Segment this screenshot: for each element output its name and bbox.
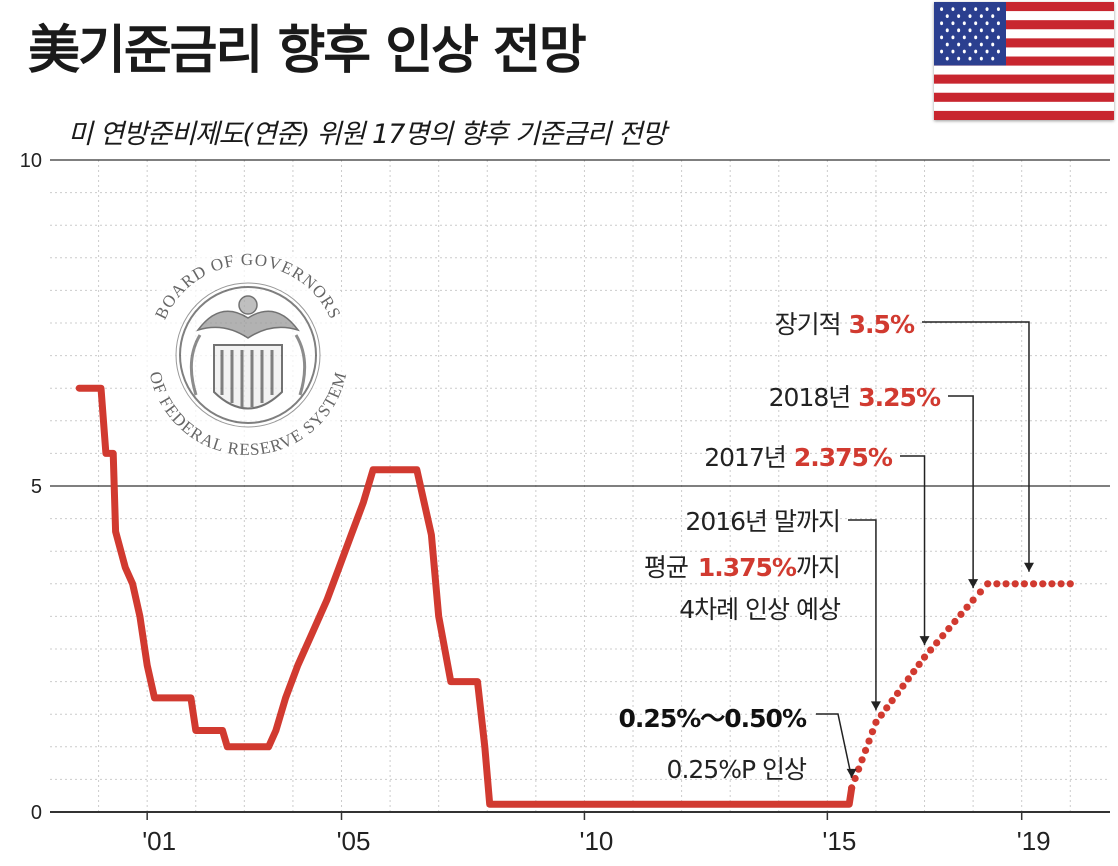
projection-dot xyxy=(868,728,877,736)
rate-history-line xyxy=(75,384,856,808)
projection-dot xyxy=(920,653,929,661)
projection-dot xyxy=(933,639,941,647)
us-flag-icon xyxy=(934,2,1114,120)
projection-dot xyxy=(969,596,977,604)
annotation-leaders xyxy=(816,321,1034,779)
annotation-2018-label: 2018년 xyxy=(769,383,851,412)
projection-dot xyxy=(848,784,856,792)
projection-dot xyxy=(1066,580,1074,588)
x-tick-label: '19 xyxy=(1017,826,1051,856)
x-tick-label: '10 xyxy=(579,826,613,856)
x-tick-label: '01 xyxy=(142,826,176,856)
projection-dot xyxy=(1029,580,1038,588)
projection-dot xyxy=(927,646,935,654)
annotation-first-hike-step: 0.25%P 인상 xyxy=(667,755,807,784)
annotation-2016-line3: 4차례 인상 예상 xyxy=(679,595,841,624)
annotation-2018-value: 3.25% xyxy=(858,383,941,412)
leader-longrun-arrowhead xyxy=(1023,562,1034,572)
projection-dot xyxy=(915,660,923,668)
projection-dot xyxy=(851,774,859,783)
leader-2017 xyxy=(900,455,926,646)
annotation-2016-line2: 평균 1.375%까지 xyxy=(644,553,840,582)
projection-dot xyxy=(872,718,880,726)
leader-first-hike xyxy=(816,713,853,779)
projection-dot xyxy=(899,682,907,690)
leader-2017-arrowhead xyxy=(919,636,930,646)
annotation-2017-label: 2017년 xyxy=(704,443,786,472)
projection-dot xyxy=(984,580,992,588)
y-tick-label-10: 10 xyxy=(20,150,42,172)
leader-2018-arrowhead xyxy=(968,579,979,589)
projection-dot xyxy=(861,746,870,755)
leader-longrun xyxy=(922,321,1030,572)
projection-dot xyxy=(993,580,1001,588)
projection-dot xyxy=(893,689,902,697)
y-tick-label-5: 5 xyxy=(31,476,42,498)
x-tick-label: '05 xyxy=(337,826,371,856)
chart-axes: 0 5 10 '01 '05 '10 '15 '19 xyxy=(20,150,1110,856)
projection-dot xyxy=(854,765,863,773)
projection-dot xyxy=(877,711,885,719)
annotation-2017-value: 2.375% xyxy=(794,443,893,472)
projection-dot xyxy=(1002,580,1010,588)
chart-series xyxy=(75,384,1074,808)
projection-dot xyxy=(951,617,959,626)
annotation-2016-line1: 2016년 말까지 xyxy=(685,507,840,536)
leader-first-hike-arrowhead xyxy=(846,768,857,778)
projection-dot xyxy=(1057,580,1065,588)
projection-dot xyxy=(888,697,896,705)
projection-dot xyxy=(1011,580,1019,588)
federal-reserve-seal-icon: BOARD OF GOVERNORS OF FEDERAL RESERVE SY… xyxy=(136,243,360,467)
page-title: 美기준금리 향후 인상 전망 xyxy=(28,21,587,81)
annotation-first-hike-range: 0.25%～0.50% xyxy=(619,704,807,733)
annotation-longrun-value: 3.5% xyxy=(849,310,915,339)
projection-dot xyxy=(910,668,918,676)
projection-dot xyxy=(957,610,965,618)
leader-2016-arrowhead xyxy=(870,701,881,711)
projection-dot xyxy=(883,704,891,712)
projection-dot xyxy=(1039,580,1047,588)
annotation-longrun: 장기적 3.5% xyxy=(775,310,915,339)
projection-dot xyxy=(945,625,953,633)
annotation-2017: 2017년 2.375% xyxy=(704,443,893,472)
projection-dot xyxy=(1020,580,1028,588)
x-tick-label: '15 xyxy=(822,826,856,856)
projection-dot xyxy=(963,603,971,611)
projection-dot xyxy=(939,632,947,640)
chart-subtitle: 미 연방준비제도(연준) 위원 17명의 향후 기준금리 전망 xyxy=(68,119,667,150)
leader-2016 xyxy=(848,519,877,711)
leader-2018 xyxy=(948,395,974,589)
projection-dot xyxy=(858,756,866,764)
projection-dot xyxy=(976,588,985,596)
projection-dot xyxy=(1048,580,1056,588)
annotation-2018: 2018년 3.25% xyxy=(769,383,941,412)
y-tick-label-0: 0 xyxy=(31,802,42,824)
annotation-longrun-label: 장기적 xyxy=(775,310,841,339)
projection-dot xyxy=(865,737,873,745)
projection-dot xyxy=(904,675,912,683)
